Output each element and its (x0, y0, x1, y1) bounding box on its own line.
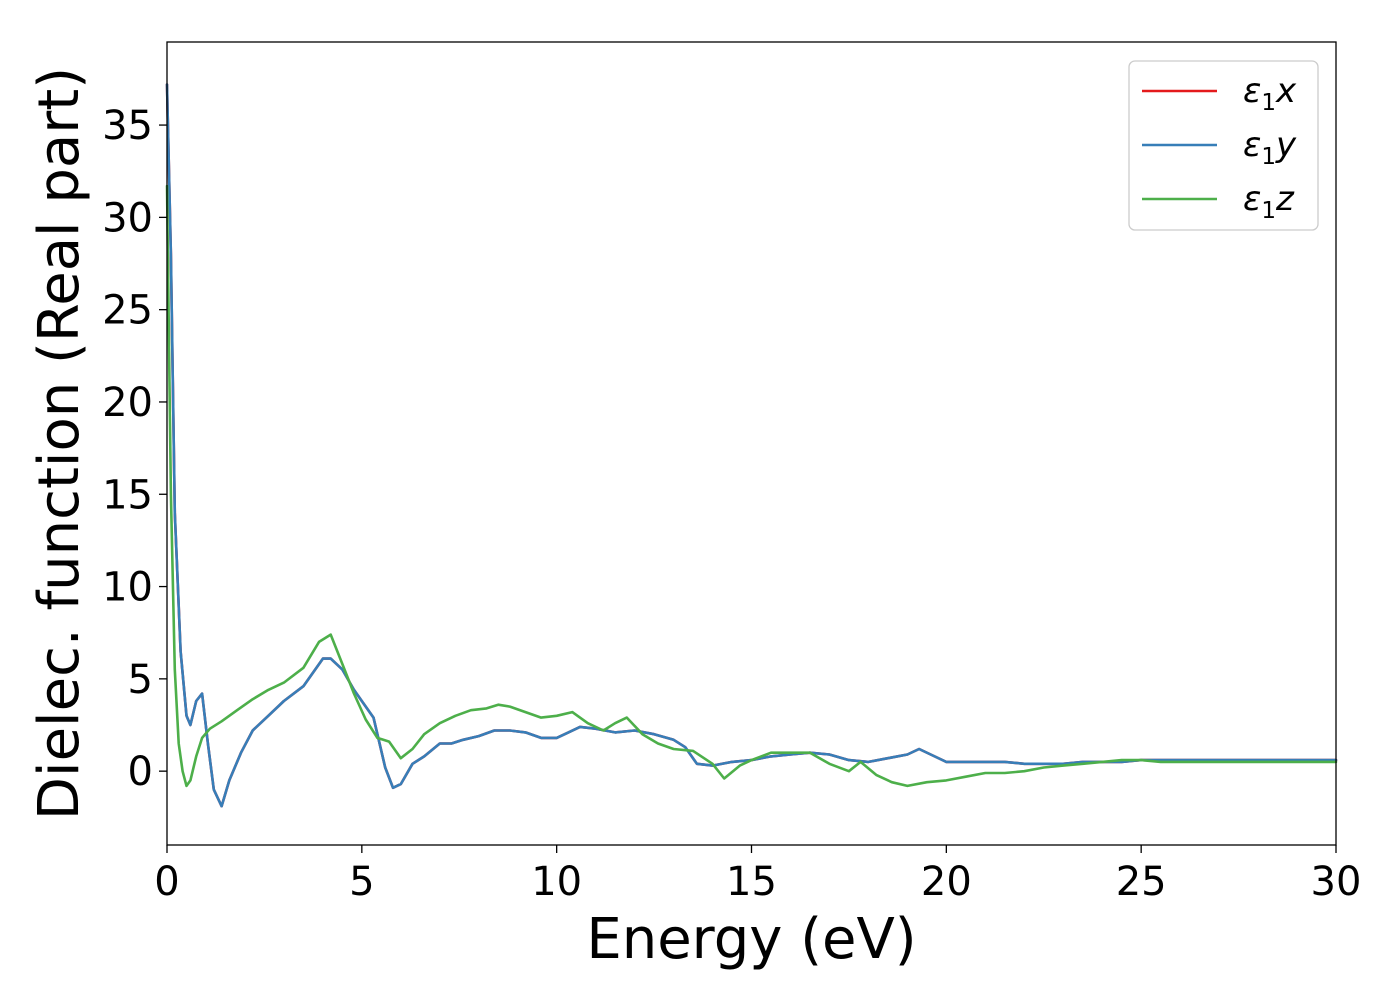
legend: ε1x ε1y ε1z (1128, 60, 1319, 231)
y-tick-label: 30 (102, 195, 153, 241)
y-tick-label: 25 (102, 288, 153, 334)
x-tick-label: 30 (1311, 859, 1362, 905)
series-line-z (165, 184, 1338, 788)
x-tick-label: 5 (349, 859, 374, 905)
y-axis-label: Dielec. function (Real part) (27, 67, 92, 820)
legend-label-z: ε1z (1243, 179, 1295, 224)
y-axis-ticks: 0 5 10 15 20 25 30 35 (102, 103, 167, 795)
legend-box (1128, 60, 1319, 231)
y-tick-label: 0 (128, 749, 153, 795)
y-tick-label: 20 (102, 380, 153, 426)
legend-label-y: ε1y (1243, 125, 1297, 170)
legend-label-x: ε1x (1243, 71, 1297, 116)
y-tick-label: 35 (102, 103, 153, 149)
x-tick-label: 0 (154, 859, 179, 905)
x-tick-label: 10 (531, 859, 582, 905)
y-tick-label: 15 (102, 472, 153, 518)
y-tick-label: 5 (128, 657, 153, 703)
x-axis-label: Energy (eV) (586, 907, 916, 972)
x-tick-label: 15 (726, 859, 777, 905)
y-tick-label: 10 (102, 565, 153, 611)
x-tick-label: 20 (921, 859, 972, 905)
series-layer (165, 83, 1338, 808)
x-axis-ticks: 0 5 10 15 20 25 30 (154, 845, 1361, 905)
x-tick-label: 25 (1116, 859, 1167, 905)
